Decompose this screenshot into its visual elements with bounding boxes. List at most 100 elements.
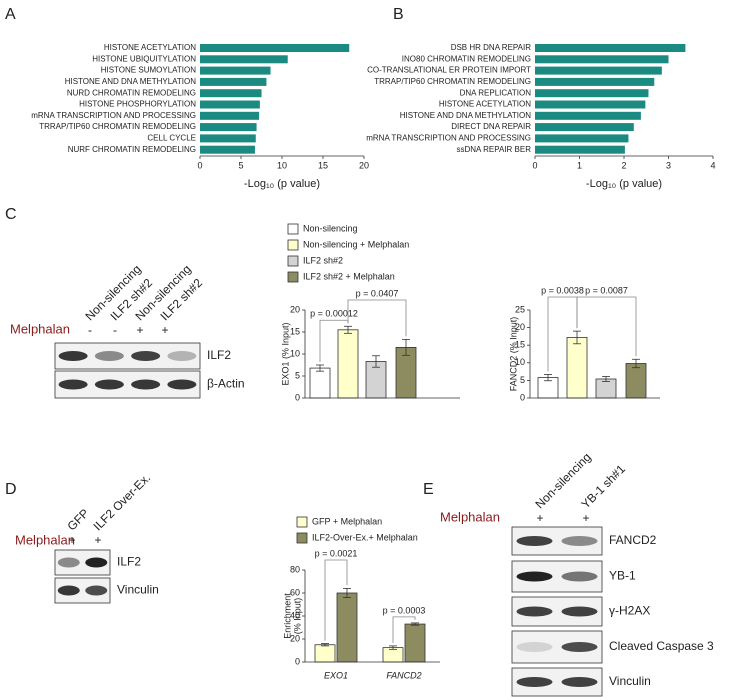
blot-band (561, 677, 598, 687)
treatment-sign: + (536, 511, 543, 525)
bar (625, 363, 647, 399)
error-bar (402, 339, 410, 356)
protein-label: γ-H2AX (609, 604, 650, 618)
bar (535, 134, 629, 143)
blot-band (131, 351, 161, 361)
error-bar (372, 355, 380, 368)
y-tick-label: 15 (290, 326, 300, 336)
y-tick-label: 15 (515, 340, 525, 350)
bar (200, 145, 255, 154)
y-tick-label: 0 (295, 656, 300, 666)
blot-band (516, 571, 553, 582)
category-label: DIRECT DNA REPAIR (451, 122, 531, 131)
bar (200, 111, 260, 120)
y-tick-label: 5 (295, 370, 300, 380)
bar (200, 123, 257, 132)
legend-swatch (287, 239, 299, 251)
legend-label: ILF2-Over-Ex.+ Melphalan (312, 532, 418, 542)
error-bar (411, 622, 419, 626)
bar (200, 44, 350, 52)
panel-label: D (5, 481, 17, 498)
y-axis-label: FANCD2 (% Input) (508, 317, 518, 392)
error-bar (602, 376, 610, 382)
blot-band (94, 379, 124, 390)
protein-label: Vinculin (609, 674, 651, 688)
legend-label: Non-silencing (303, 223, 358, 233)
lane-label: YB-1 sh#1 (578, 462, 628, 512)
protein-label: ILF2 (117, 555, 141, 569)
treatment-sign: + (94, 533, 101, 547)
bar (337, 329, 359, 399)
category-label: HISTONE PHOSPHORYLATION (79, 100, 196, 109)
p-value-label: p = 0.0038 (541, 285, 584, 295)
x-tick-label: 10 (277, 160, 287, 170)
treatment-label: Melphalan (10, 321, 70, 336)
category-label: NURF CHROMATIN REMODELING (68, 145, 196, 154)
category-label: HISTONE UBIQUITYLATION (92, 54, 196, 63)
blot-band (167, 379, 197, 390)
protein-label: ILF2 (207, 348, 231, 362)
legend-swatch (296, 516, 308, 528)
y-tick-label: 10 (290, 348, 300, 358)
bar (200, 100, 260, 109)
treatment-sign: + (161, 323, 168, 337)
bar (535, 55, 669, 64)
legend-label: Non-silencing + Melphalan (303, 239, 409, 249)
category-label: INO80 CHROMATIN REMODELING (402, 54, 531, 63)
lane-label: GFP (64, 506, 91, 533)
x-tick-label: 0 (197, 160, 202, 170)
bar (200, 77, 267, 86)
p-value-label: p = 0.0407 (356, 288, 399, 298)
category-label: CO-TRANSLATIONAL ER PROTEIN IMPORT (367, 66, 531, 75)
y-tick-label: 40 (290, 610, 300, 620)
bar (535, 111, 641, 120)
legend-label: GFP + Melphalan (312, 516, 382, 526)
blot-band (516, 642, 553, 652)
bar (200, 89, 262, 98)
category-label: mRNA TRANSCRIPTION AND PROCESSING (31, 111, 196, 120)
y-tick-label: 0 (295, 392, 300, 402)
category-label: TRRAP/TIP60 CHROMATIN REMODELING (39, 122, 196, 131)
protein-label: Vinculin (117, 583, 159, 597)
treatment-sign: + (582, 511, 589, 525)
category-label: NURD CHROMATIN REMODELING (67, 88, 196, 97)
category-label: HISTONE ACETYLATION (104, 43, 196, 52)
error-bar (632, 358, 640, 369)
x-axis-label: -Log₁₀ (p value) (244, 178, 320, 190)
protein-label: Cleaved Caspase 3 (609, 639, 714, 653)
blot-band (57, 585, 80, 596)
legend-label: ILF2 sh#2 + Melphalan (303, 271, 395, 281)
category-label: HISTONE ACETYLATION (439, 100, 531, 109)
y-tick-label: 0 (520, 392, 525, 402)
legend-swatch (296, 532, 308, 544)
bar (535, 44, 686, 52)
y-axis-label: EXO1 (% Input) (280, 322, 290, 385)
blot-band (58, 379, 88, 390)
blot-band (516, 536, 553, 546)
bar (200, 66, 271, 75)
x-tick-label: 3 (666, 160, 671, 170)
protein-label: FANCD2 (609, 533, 657, 547)
lane-label: ILF2 Over-Ex. (90, 471, 153, 534)
y-tick-label: 5 (520, 375, 525, 385)
panel-label: C (5, 206, 17, 223)
significance-bracket (347, 299, 407, 337)
x-tick-label: FANCD2 (386, 670, 421, 680)
error-bar (544, 374, 552, 382)
y-tick-label: 20 (515, 322, 525, 332)
panel-label: E (423, 481, 434, 498)
blot-band (561, 571, 598, 582)
panel-label: A (5, 6, 16, 23)
error-bar (343, 588, 351, 598)
category-label: HISTONE AND DNA METHYLATION (65, 77, 197, 86)
x-tick-label: 5 (238, 160, 243, 170)
bar (535, 145, 625, 154)
bar (535, 100, 646, 109)
x-tick-label: 1 (577, 160, 582, 170)
error-bar (321, 643, 329, 647)
x-tick-label: 4 (710, 160, 715, 170)
p-value-label: p = 0.0021 (315, 548, 358, 558)
blot-band (516, 606, 553, 617)
bar (200, 55, 288, 64)
